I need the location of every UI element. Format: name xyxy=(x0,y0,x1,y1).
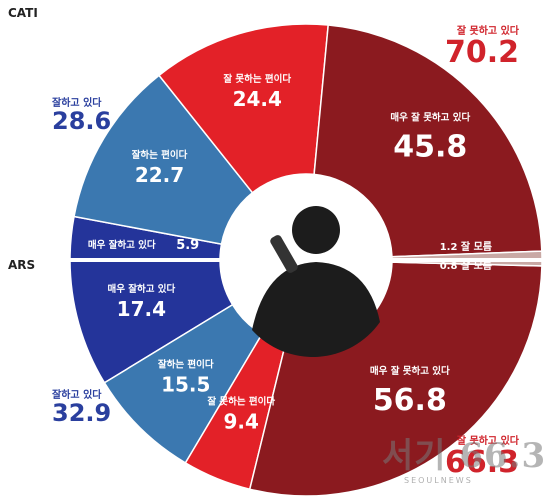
cati-slice-3-label: 매우 잘 못하고 있다 xyxy=(390,112,470,124)
ars-good-total: 잘하고 있다 32.9 xyxy=(52,386,111,426)
ars-good-total-value: 32.9 xyxy=(52,399,112,427)
cati-good-total: 잘하고 있다 28.6 xyxy=(52,94,111,134)
cati-label: CATI xyxy=(8,6,38,20)
cati-slice-2-label: 잘 못하는 편이다 xyxy=(223,73,291,85)
ars-good-total-label: 잘하고 있다 xyxy=(52,390,102,401)
ars-slice-1-label: 잘하는 편이다 xyxy=(158,359,214,371)
cati-slice-1-label: 잘하는 편이다 xyxy=(132,149,188,161)
ars-label: ARS xyxy=(8,258,36,272)
cati-slice-2-value: 24.4 xyxy=(233,87,282,111)
cati-slice-3-value: 45.8 xyxy=(393,130,467,165)
cati-slice-4-label: 1.2 잘 모름 xyxy=(440,241,492,253)
cati-good-total-value: 28.6 xyxy=(52,107,112,135)
ars-slice-3-value: 56.8 xyxy=(373,383,447,418)
ars-slice-0-label: 매우 잘하고 있다 xyxy=(107,283,175,295)
portrait-body-icon xyxy=(252,262,380,357)
ars-bad-total-value: 66.3 xyxy=(444,445,519,480)
cati-slice-1 xyxy=(73,74,254,246)
ars-slice-3-label: 매우 잘 못하고 있다 xyxy=(370,365,450,377)
cati-good-total-label: 잘하고 있다 xyxy=(52,98,102,109)
ars-bad-total-label: 잘 못하고 있다 xyxy=(456,436,519,447)
watermark-subtext: SEOULNEWS xyxy=(404,476,473,485)
portrait-head-icon xyxy=(292,206,340,254)
cati-bad-total: 잘 못하고 있다 70.2 xyxy=(445,22,519,69)
ars-slice-2-value: 9.4 xyxy=(224,409,259,433)
cati-bad-total-label: 잘 못하고 있다 xyxy=(456,26,519,37)
ars-slice-4-label: 0.8 잘 모름 xyxy=(440,260,492,272)
ars-bad-total: 잘 못하고 있다 66.3 xyxy=(445,432,519,479)
telephone-icon xyxy=(270,235,298,273)
ars-slice-0-value: 17.4 xyxy=(117,297,166,321)
ars-slice-2-label: 잘 못하는 편이다 xyxy=(207,395,275,407)
cati-bad-total-value: 70.2 xyxy=(444,35,519,70)
cati-slice-1-value: 22.7 xyxy=(135,163,184,187)
cati-slice-2 xyxy=(157,23,330,194)
ars-slice-1-value: 15.5 xyxy=(161,373,210,397)
cati-slice-0-label: 매우 잘하고 있다 xyxy=(88,239,156,251)
cati-slice-0-value: 5.9 xyxy=(176,238,199,253)
cati-slice-3 xyxy=(313,24,543,258)
watermark-logo: 서기 66.3 xyxy=(382,436,547,476)
